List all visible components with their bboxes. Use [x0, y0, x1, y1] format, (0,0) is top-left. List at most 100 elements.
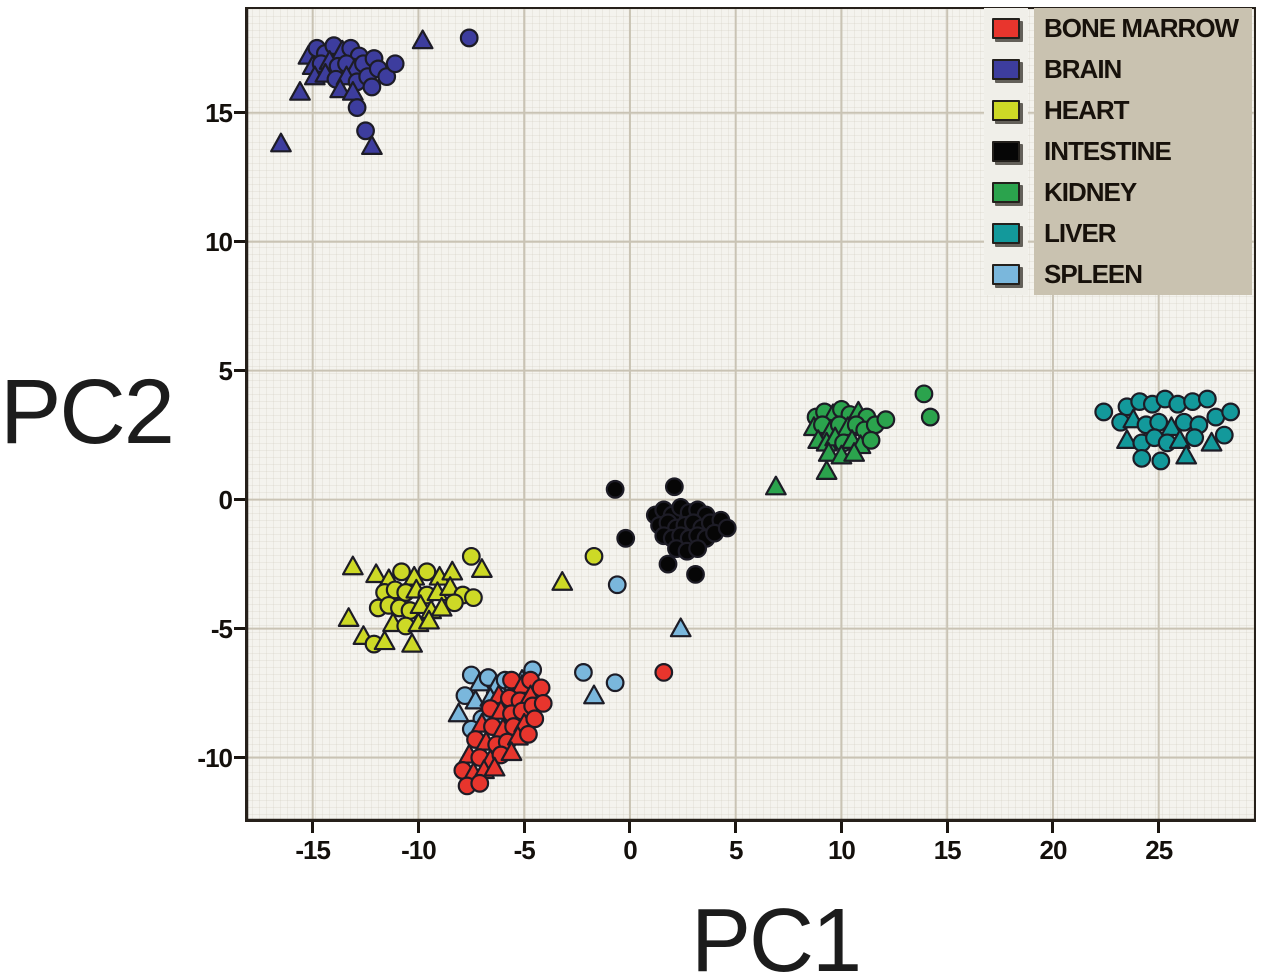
data-point-heart [441, 560, 464, 581]
data-point-liver [1185, 428, 1205, 448]
data-point-liver [1094, 402, 1114, 422]
legend-label-liver: LIVER [1044, 218, 1117, 248]
y-tick-label: 15 [205, 97, 233, 128]
x-tick-label: 5 [728, 835, 743, 865]
data-point-intestine [605, 479, 625, 499]
data-point-kidney [861, 430, 881, 450]
legend-label-spleen: SPLEEN [1044, 259, 1143, 289]
data-point-intestine [658, 554, 678, 574]
legend-swatch-liver [992, 223, 1020, 244]
data-point-spleen [669, 617, 692, 638]
data-point-heart [461, 546, 481, 566]
data-point-liver [1221, 402, 1241, 422]
data-point-heart [417, 562, 437, 582]
legend-swatch-cell [984, 131, 1028, 172]
data-point-kidney [817, 442, 840, 462]
legend-swatch-kidney [992, 182, 1020, 203]
data-point-spleen [583, 684, 605, 705]
y-tick-label: -5 [210, 613, 233, 644]
x-tick-mark [734, 822, 738, 833]
legend-swatch-brain [992, 59, 1020, 80]
y-tick-mark [234, 369, 245, 373]
legend-label-kidney: KIDNEY [1044, 177, 1137, 207]
data-point-liver [1168, 429, 1191, 449]
data-point-bone-marrow [525, 709, 545, 729]
legend-swatch-cell [984, 172, 1028, 213]
legend-swatch-heart [992, 100, 1020, 121]
data-point-bone-marrow [654, 663, 674, 682]
data-point-heart [444, 593, 464, 613]
legend-label-column: BONE MARROW BRAIN HEART INTESTINE KIDNEY LIVE… [1034, 8, 1252, 295]
x-tick-label: 0 [623, 835, 637, 865]
data-point-liver [1116, 429, 1138, 449]
data-point-liver [1151, 451, 1171, 471]
legend-swatch-cell [984, 90, 1028, 131]
data-point-heart [341, 555, 364, 576]
data-point-spleen [447, 702, 470, 723]
data-point-liver [1200, 431, 1223, 452]
x-tick-mark [522, 822, 526, 833]
data-point-heart [373, 630, 396, 651]
y-tick-mark [234, 498, 245, 502]
data-point-spleen [607, 575, 627, 595]
x-tick-label: 25 [1145, 835, 1173, 865]
data-point-brain [289, 81, 311, 101]
y-tick-label: 10 [205, 226, 233, 257]
y-tick-mark [234, 756, 245, 760]
data-point-heart [418, 609, 440, 630]
data-point-heart [470, 558, 493, 578]
data-point-heart [584, 546, 604, 566]
data-point-heart [401, 632, 423, 653]
data-point-bone-marrow [533, 693, 553, 713]
x-tick-label: 15 [933, 835, 962, 865]
data-point-intestine [686, 565, 705, 584]
data-point-intestine [664, 477, 684, 497]
x-tick-mark [945, 822, 949, 833]
data-point-heart [392, 562, 411, 582]
data-point-liver [1197, 389, 1217, 409]
legend-swatch-spleen [992, 264, 1020, 285]
legend-swatch-cell [984, 213, 1028, 254]
data-point-kidney [843, 442, 866, 462]
data-point-kidney [815, 460, 838, 480]
legend-swatch-cell [984, 254, 1028, 295]
legend-swatch-column [984, 8, 1028, 295]
data-point-bone-marrow [519, 724, 538, 744]
data-point-liver [1132, 448, 1152, 468]
x-tick-mark [1051, 822, 1055, 833]
legend-swatch-cell [984, 49, 1028, 90]
legend: BONE MARROW BRAIN HEART INTESTINE KIDNEY LIVE… [984, 8, 1252, 295]
data-point-heart [464, 588, 483, 608]
legend-swatch-intestine [992, 141, 1020, 162]
data-point-brain [361, 135, 383, 155]
data-point-brain [347, 98, 367, 117]
data-point-kidney [764, 475, 787, 496]
plot-canvas [245, 7, 1256, 822]
data-point-kidney [914, 384, 934, 404]
data-point-brain [329, 78, 352, 99]
legend-swatch-cell [984, 8, 1028, 49]
data-point-liver [1175, 444, 1198, 465]
data-point-brain [270, 132, 292, 153]
data-point-kidney [920, 407, 940, 427]
data-point-brain [377, 67, 397, 87]
x-tick-mark [1157, 822, 1161, 833]
data-point-heart [551, 571, 574, 591]
data-point-intestine [688, 539, 708, 559]
legend-label-bone-marrow: BONE MARROW [1044, 13, 1239, 43]
data-point-brain [459, 28, 479, 48]
data-point-liver [1214, 425, 1234, 445]
data-point-brain [411, 29, 434, 50]
data-point-bone-marrow [500, 741, 523, 762]
x-axis-label: PC1 [690, 891, 862, 978]
y-axis-label: PC2 [0, 361, 175, 463]
y-tick-mark [234, 111, 245, 115]
y-tick-mark [234, 240, 245, 244]
x-tick-mark [628, 822, 632, 833]
data-point-brain [362, 77, 382, 97]
y-tick-label: -10 [197, 742, 233, 773]
x-tick-label: -15 [295, 835, 331, 865]
data-point-brain [385, 54, 405, 74]
x-tick-mark [839, 822, 843, 833]
